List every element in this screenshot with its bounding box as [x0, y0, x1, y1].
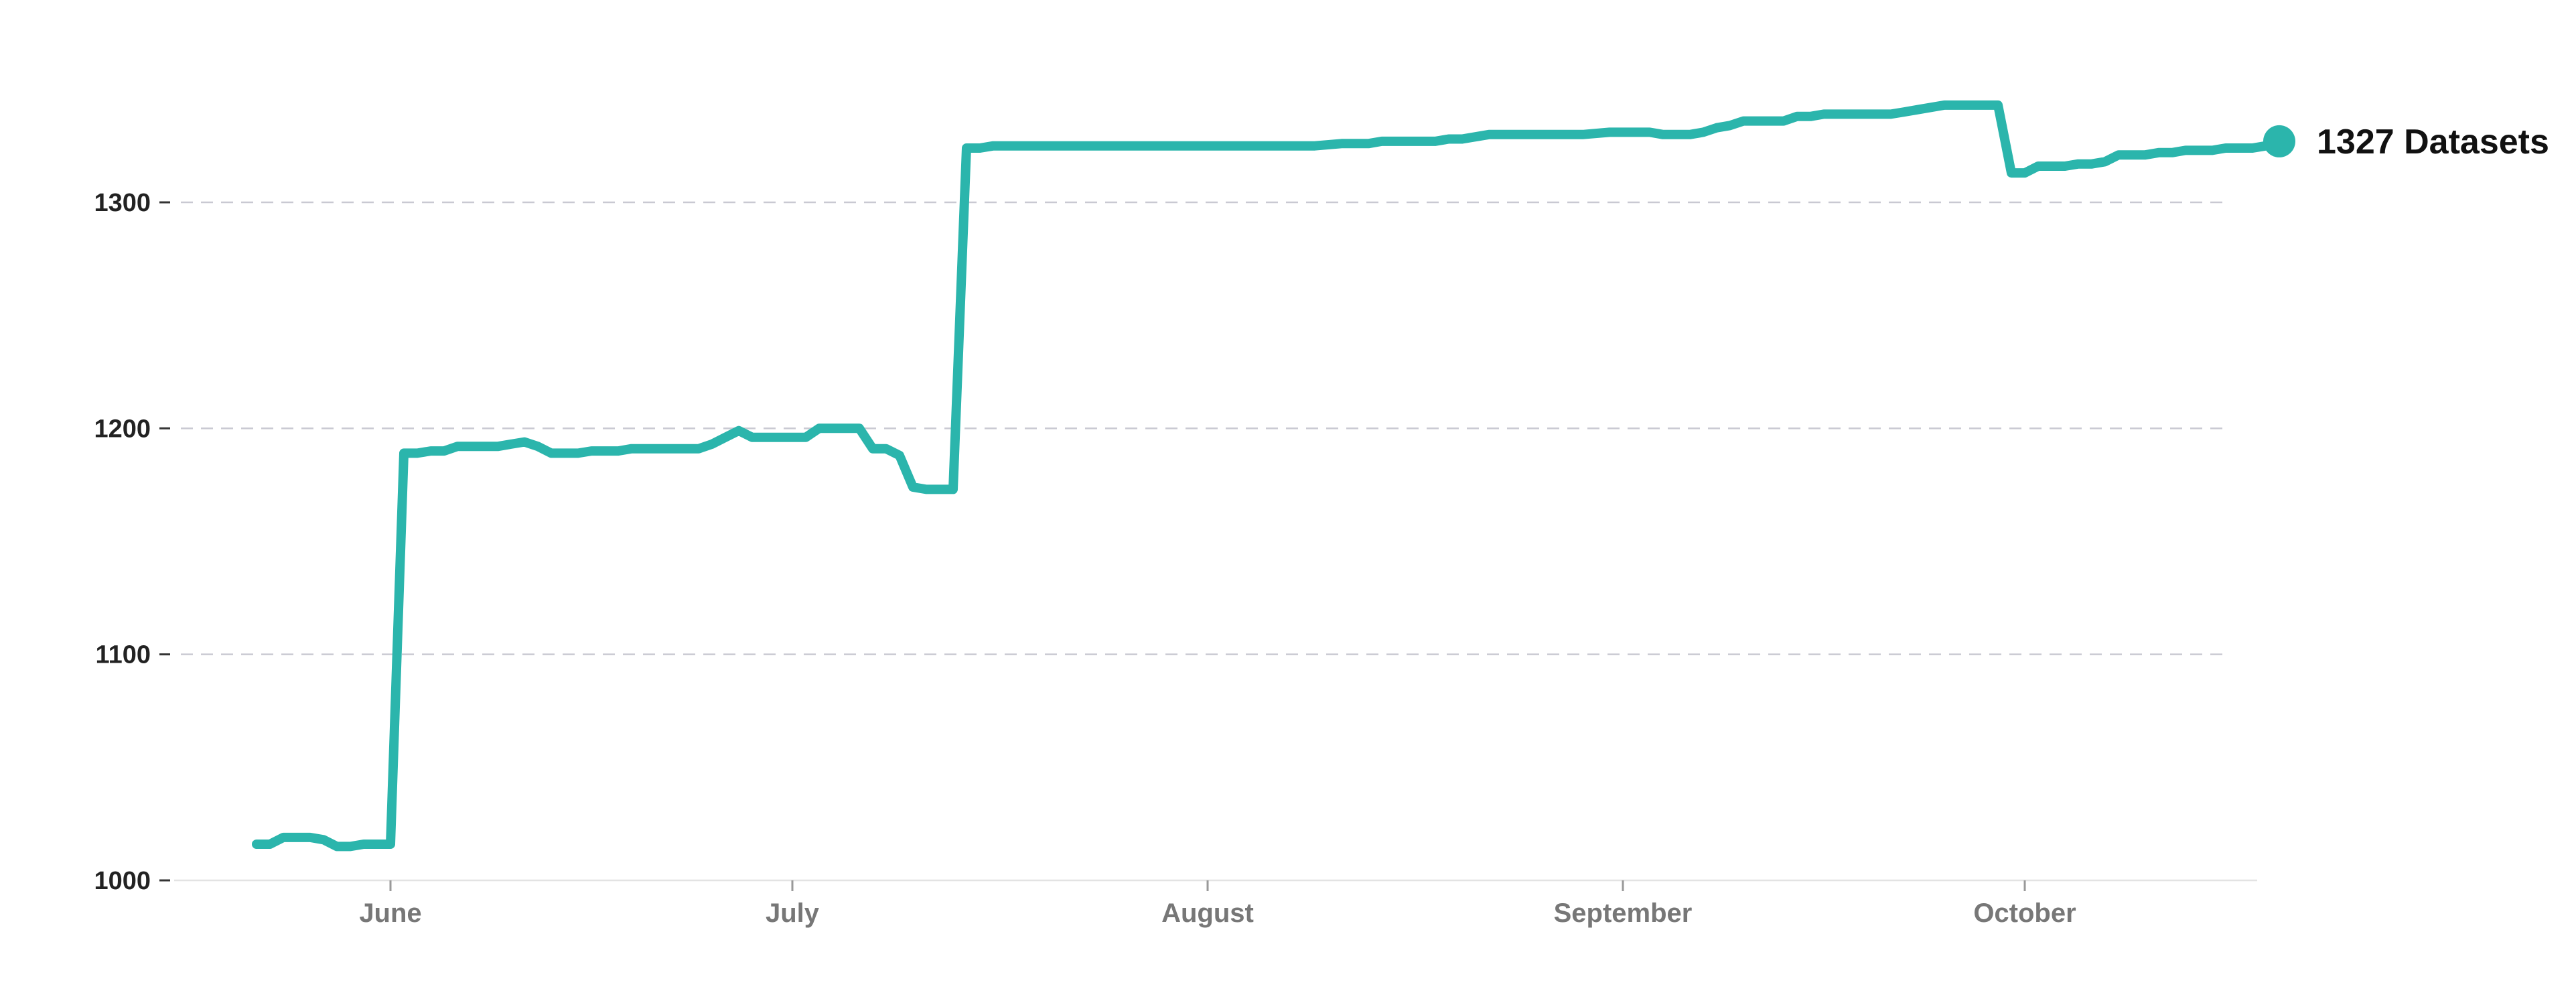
series-line — [252, 100, 2284, 852]
y-tick-label: 1200 — [94, 415, 151, 443]
y-axis: 1000 1100 1200 1300 — [94, 189, 170, 895]
x-tick-label: September — [1554, 898, 1693, 928]
series-layer — [252, 100, 2295, 852]
end-label-layer: 1327 Datasets — [2317, 123, 2549, 161]
end-point-marker — [2263, 125, 2295, 157]
x-tick-label: October — [1973, 898, 2076, 928]
y-tick-label: 1300 — [94, 189, 151, 217]
gridlines — [174, 201, 2257, 882]
end-value-label: 1327 Datasets — [2317, 123, 2549, 161]
x-tick-label: June — [359, 898, 421, 928]
x-tick-label: August — [1161, 898, 1254, 928]
x-axis: June July August September October — [359, 880, 2076, 928]
y-tick-label: 1100 — [96, 641, 151, 669]
y-tick-label: 1000 — [94, 867, 151, 895]
x-tick-label: July — [766, 898, 820, 928]
